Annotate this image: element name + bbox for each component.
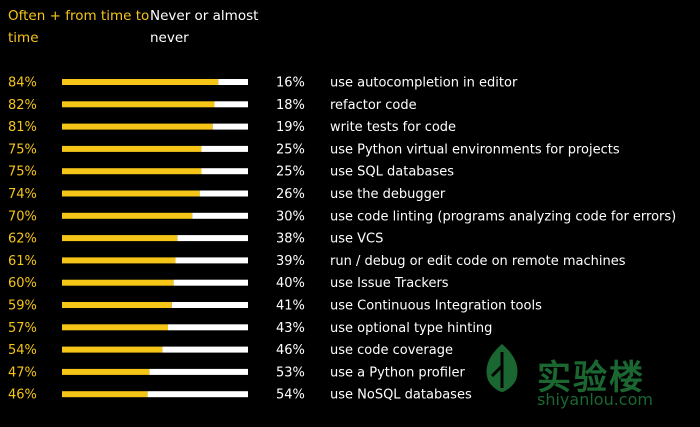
never-percent: 41%: [276, 299, 305, 314]
often-bar: [62, 302, 172, 308]
legend-often-label: Often + from time to time: [8, 8, 150, 46]
often-percent: 75%: [8, 142, 37, 157]
often-percent: 75%: [8, 165, 37, 180]
category-label: use autocompletion in editor: [330, 76, 518, 91]
category-label: use the debugger: [330, 187, 446, 202]
category-label: use optional type hinting: [330, 321, 492, 336]
often-percent: 62%: [8, 232, 37, 247]
often-bar: [62, 145, 202, 152]
category-label: use code linting (programs analyzing cod…: [330, 209, 676, 224]
category-label: use NoSQL databases: [330, 388, 472, 403]
often-bar: [62, 79, 219, 85]
often-bar: [62, 391, 148, 398]
category-label: use SQL databases: [330, 165, 454, 180]
never-bar: [177, 235, 248, 242]
never-percent: 38%: [276, 232, 305, 247]
never-percent: 39%: [276, 254, 305, 269]
watermark-brand: 实验楼: [537, 358, 645, 398]
never-bar: [147, 391, 248, 398]
often-percent: 74%: [8, 187, 37, 202]
often-bar: [62, 123, 213, 130]
watermark-site: shiyanlou.com: [537, 390, 653, 409]
often-bar: [62, 190, 200, 197]
never-bar: [175, 257, 248, 264]
often-bar: [62, 101, 215, 108]
never-percent: 25%: [276, 142, 305, 157]
often-bar: [62, 257, 176, 264]
never-percent: 19%: [276, 120, 305, 135]
category-label: write tests for code: [330, 120, 456, 135]
never-percent: 46%: [276, 343, 305, 358]
often-percent: 57%: [8, 321, 37, 336]
often-bar: [62, 235, 178, 242]
shiyanlou-logo-icon: [486, 344, 518, 392]
often-percent: 70%: [8, 209, 37, 224]
category-label: use code coverage: [330, 343, 453, 358]
often-percent: 81%: [8, 120, 37, 135]
often-percent: 47%: [8, 365, 37, 380]
often-bar: [62, 168, 202, 175]
never-bar: [162, 346, 248, 353]
never-bar: [201, 145, 248, 152]
never-bar: [199, 190, 248, 197]
category-label: refactor code: [330, 98, 417, 113]
never-percent: 40%: [276, 276, 305, 291]
never-percent: 53%: [276, 365, 305, 380]
never-bar: [149, 368, 248, 375]
often-percent: 84%: [8, 76, 37, 91]
often-percent: 54%: [8, 343, 37, 358]
never-bar: [168, 324, 248, 331]
never-percent: 18%: [276, 98, 305, 113]
category-label: use Continuous Integration tools: [330, 299, 542, 314]
often-bar: [62, 368, 150, 375]
often-percent: 82%: [8, 98, 37, 113]
never-bar: [192, 212, 248, 219]
never-percent: 30%: [276, 209, 305, 224]
often-percent: 46%: [8, 388, 37, 403]
never-percent: 16%: [276, 76, 305, 91]
category-label: use a Python profiler: [330, 365, 465, 380]
often-percent: 59%: [8, 299, 37, 314]
never-bar: [212, 123, 248, 130]
legend-never-label: Never or almost never: [150, 8, 259, 46]
category-label: use VCS: [330, 232, 383, 247]
never-percent: 43%: [276, 321, 305, 336]
often-bar: [62, 212, 193, 219]
never-bar: [214, 101, 248, 108]
often-bar: [62, 324, 169, 331]
often-percent: 61%: [8, 254, 37, 269]
category-label: use Issue Trackers: [330, 276, 449, 291]
category-label: run / debug or edit code on remote machi…: [330, 254, 626, 269]
category-label: use Python virtual environments for proj…: [330, 142, 620, 157]
never-bar: [201, 168, 248, 175]
often-bar: [62, 279, 174, 286]
often-percent: 60%: [8, 276, 37, 291]
never-bar: [171, 302, 248, 308]
never-bar: [218, 79, 248, 85]
often-bar: [62, 346, 163, 353]
never-percent: 54%: [276, 388, 305, 403]
never-percent: 25%: [276, 165, 305, 180]
never-bar: [173, 279, 248, 286]
never-percent: 26%: [276, 187, 305, 202]
